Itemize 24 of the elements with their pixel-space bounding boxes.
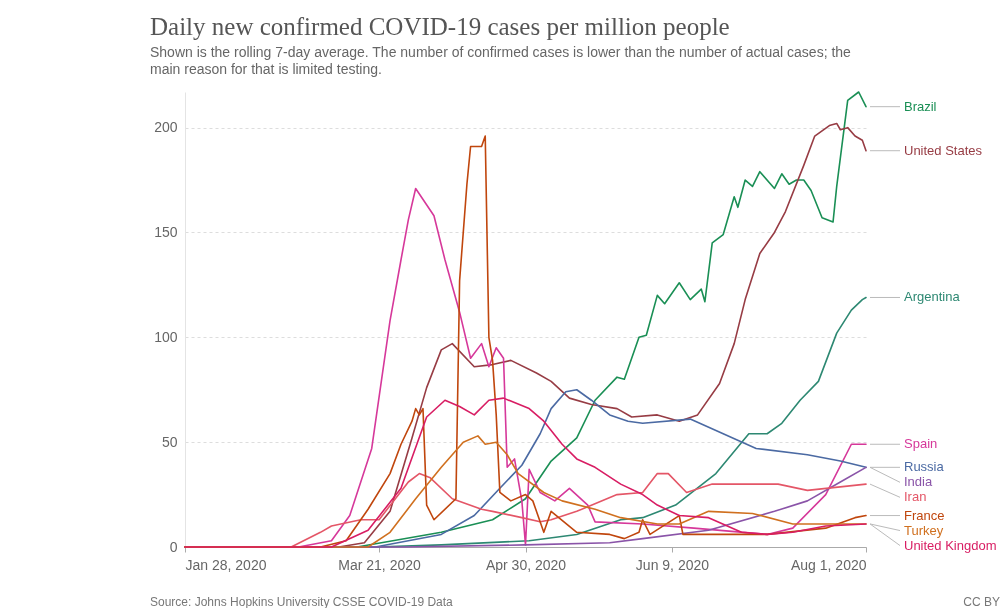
text: Argentina xyxy=(904,289,961,305)
x-tick-label: Jan 28, 2020 xyxy=(185,556,267,573)
y-tick-label: 100 xyxy=(154,328,178,345)
chart-title: Daily new confirmed COVID-19 cases per million people xyxy=(150,13,730,41)
y-tick-label: 0 xyxy=(169,538,178,555)
text: Spain xyxy=(904,436,938,452)
text: India xyxy=(904,474,933,490)
y-tick-label: 50 xyxy=(161,433,178,450)
text: CC BY xyxy=(963,595,1000,608)
source-note: Source: Johns Hopkins University CSSE COVID-19 Data xyxy=(150,595,454,608)
text: Brazil xyxy=(904,98,937,114)
x-tick-label: Mar 21, 2020 xyxy=(338,556,422,573)
text: Turkey xyxy=(904,522,944,538)
x-tick-label: Apr 30, 2020 xyxy=(485,556,567,573)
chart-subtitle: Shown is the rolling 7-day average. The number of confirmed cases is lower than the number of actual cases; the main reason for that is limited testing. xyxy=(150,44,852,78)
y-tick-label: 150 xyxy=(154,223,178,240)
x-tick-label: Aug 1, 2020 xyxy=(790,556,867,573)
text: Russia xyxy=(904,459,945,475)
y-tick-label: 200 xyxy=(154,119,178,136)
text: France xyxy=(904,507,945,523)
text: United States xyxy=(904,142,983,158)
text: Iran xyxy=(904,489,927,505)
text: United Kingdom xyxy=(904,537,997,553)
x-tick-label: Jun 9, 2020 xyxy=(635,556,710,573)
